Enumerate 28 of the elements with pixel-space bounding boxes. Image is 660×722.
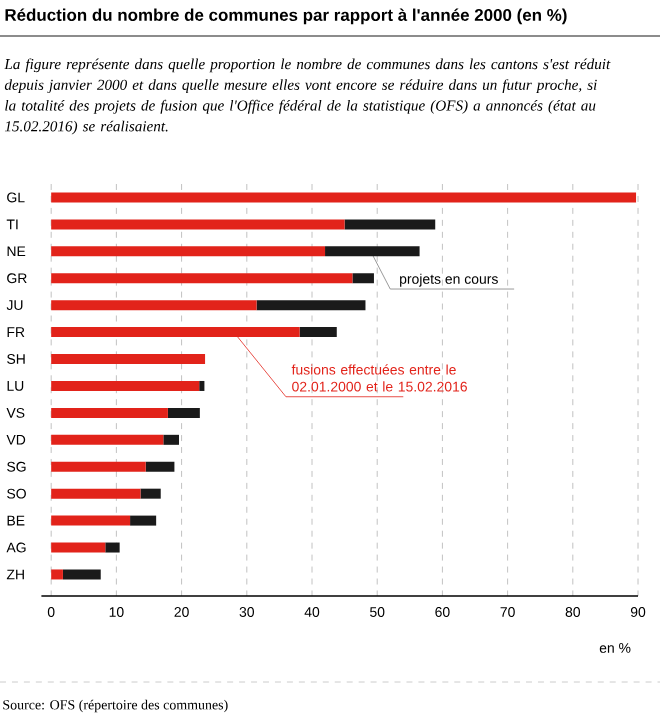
bar [51, 407, 168, 418]
bar [352, 273, 374, 284]
bar [51, 515, 131, 526]
bar [167, 407, 200, 418]
bar [51, 219, 345, 230]
bar [325, 246, 420, 257]
bar [140, 488, 161, 499]
bar [199, 380, 205, 391]
bar [51, 300, 257, 311]
bar [51, 354, 206, 365]
bar [51, 461, 146, 472]
bar [51, 488, 141, 499]
bar [256, 300, 366, 311]
bar [105, 542, 120, 553]
chart-title: Réduction du nombre de communes par rapport à l'année 2000 (en %) [5, 8, 567, 25]
bar [344, 219, 436, 230]
bar [51, 273, 353, 284]
bar [51, 434, 164, 445]
bar [299, 327, 337, 338]
bar [62, 569, 101, 580]
bar [51, 192, 637, 203]
bar [51, 380, 200, 391]
bar [130, 515, 157, 526]
bar [51, 542, 106, 553]
bar [163, 434, 179, 445]
bar [51, 246, 326, 257]
bar [51, 569, 63, 580]
bar [145, 461, 175, 472]
